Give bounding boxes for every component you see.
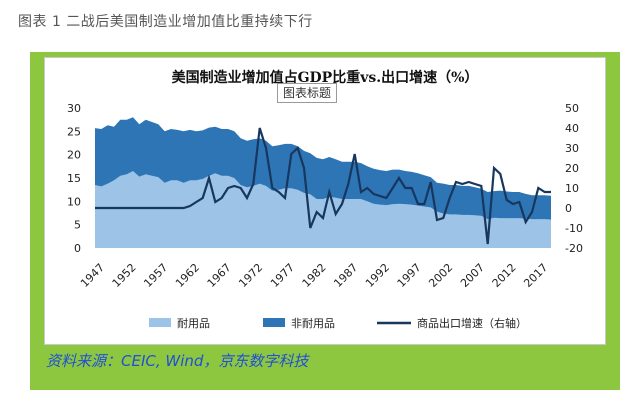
x-tick-label: 1997 (395, 261, 424, 290)
y-right-tick-label: 20 (565, 162, 579, 175)
figure-caption: 图表 1 二战后美国制造业增加值比重持续下行 (18, 14, 313, 30)
durable-area (95, 171, 551, 248)
chart-svg: 美国制造业增加值占GDP比重vs.出口增速（%） 0 5 10 15 20 25 30 -20 -… (67, 69, 583, 330)
x-tick-label: 1992 (363, 261, 392, 290)
x-tick-label: 1982 (300, 261, 329, 290)
x-tick-label: 1987 (331, 261, 360, 290)
x-tick-label: 1967 (205, 261, 234, 290)
y-right-tick-label: 30 (565, 142, 579, 155)
legend-label-nondurable: 非耐用品 (291, 317, 335, 330)
source-note: 资料来源：CEIC, Wind，京东数字科技 (46, 352, 309, 370)
y-left-tick-label: 10 (67, 195, 81, 208)
x-tick-label: 1972 (236, 261, 265, 290)
y-right-tick-label: 40 (565, 122, 579, 135)
legend-label-exports: 商品出口增速（右轴） (417, 316, 527, 330)
x-tick-label: 2012 (490, 261, 519, 290)
chart-title: 美国制造业增加值占GDP比重vs.出口增速（%） (172, 69, 479, 86)
y-left-tick-label: 0 (74, 242, 81, 255)
chart-title-placeholder[interactable]: 图表标题 (277, 83, 337, 103)
y-right-tick-label: 10 (565, 182, 579, 195)
x-tick-label: 1947 (78, 261, 107, 290)
y-left-tick-label: 15 (67, 172, 81, 185)
chart-area[interactable]: 美国制造业增加值占GDP比重vs.出口增速（%） 0 5 10 15 20 25 30 -20 -… (44, 57, 606, 345)
x-tick-label: 1957 (141, 261, 170, 290)
y-left-tick-label: 25 (67, 125, 81, 138)
x-tick-label: 1977 (268, 261, 297, 290)
exports-line (95, 127, 551, 245)
y-right-tick-label: 50 (565, 102, 579, 115)
x-tick-label: 2007 (458, 261, 487, 290)
x-tick-label: 2002 (426, 261, 455, 290)
y-right-tick-label: 0 (565, 202, 572, 215)
x-tick-label: 1962 (173, 261, 202, 290)
y-left-tick-label: 30 (67, 102, 81, 115)
x-tick-label: 1952 (110, 261, 139, 290)
y-left-tick-label: 5 (74, 219, 81, 232)
legend-label-durable: 耐用品 (177, 317, 210, 330)
y-left-tick-label: 20 (67, 149, 81, 162)
x-tick-label: 2017 (521, 261, 550, 290)
y-right-tick-label: -10 (565, 222, 583, 235)
y-right-tick-label: -20 (565, 242, 583, 255)
legend-swatch-durable (149, 318, 171, 327)
legend-swatch-nondurable (263, 318, 285, 327)
